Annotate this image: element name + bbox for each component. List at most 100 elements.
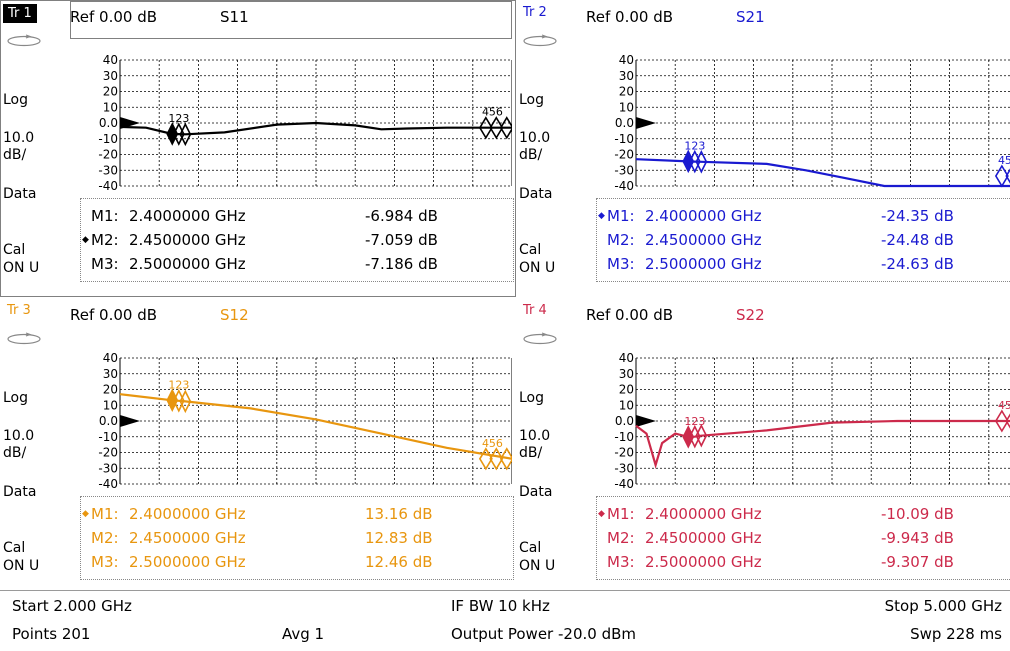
- y-tick-label: 40: [103, 351, 118, 365]
- averaging-count[interactable]: Avg 1: [282, 625, 325, 643]
- trace-sidebar: Tr 2 Log 10.0 dB/ Data Cal ON U: [516, 0, 582, 292]
- active-marker-icon: ◆: [82, 509, 89, 519]
- marker-symbol: [695, 423, 708, 448]
- marker-row[interactable]: ◆ M1: 2.4000000 GHz 13.16 dB: [81, 503, 513, 525]
- y-tick-label: 30: [619, 367, 634, 381]
- trace-plot[interactable]: 40 30 20 10 0.0 -10 -20 -30 -40 123 45: [582, 46, 1010, 196]
- marker-symbol: [478, 447, 493, 471]
- reference-level[interactable]: Ref 0.00 dB: [70, 306, 158, 324]
- s-parameter[interactable]: S21: [736, 8, 765, 26]
- trace-panel-tr3[interactable]: Tr 3 Log 10.0 dB/ Data Cal ON U Ref 0.00…: [0, 298, 516, 590]
- y-tick-label: 20: [619, 383, 634, 397]
- active-marker-icon: ◆: [598, 211, 605, 221]
- trace-label[interactable]: Tr 3: [7, 303, 31, 318]
- reference-level[interactable]: Ref 0.00 dB: [70, 8, 158, 26]
- trace-label[interactable]: Tr 1: [3, 4, 37, 23]
- marker-value: -24.63 dB: [881, 255, 954, 273]
- marker-value: -10.09 dB: [881, 505, 954, 523]
- marker-row[interactable]: M2: 2.4500000 GHz -9.943 dB: [597, 527, 1010, 549]
- data-mode-label[interactable]: Data: [519, 186, 553, 202]
- data-mode-label[interactable]: Data: [3, 484, 37, 500]
- y-tick-label: -40: [614, 477, 634, 491]
- marker-row[interactable]: ◆ M1: 2.4000000 GHz -10.09 dB: [597, 503, 1010, 525]
- stop-frequency[interactable]: Stop 5.000 GHz: [884, 597, 1002, 615]
- cal-label[interactable]: Cal: [519, 540, 542, 556]
- marker-row[interactable]: M3: 2.5000000 GHz -7.186 dB: [81, 253, 513, 275]
- y-tick-label: 10: [103, 100, 118, 114]
- y-tick-label: 30: [619, 69, 634, 83]
- sweep-time[interactable]: Swp 228 ms: [910, 625, 1002, 643]
- marker-value: -7.059 dB: [365, 231, 438, 249]
- marker-row[interactable]: M1: 2.4000000 GHz -6.984 dB: [81, 205, 513, 227]
- trace-label[interactable]: Tr 4: [523, 303, 547, 318]
- scale-value[interactable]: 10.0: [519, 130, 551, 146]
- scale-value[interactable]: 10.0: [3, 428, 35, 444]
- scale-value[interactable]: 10.0: [3, 130, 35, 146]
- y-tick-label: 20: [103, 85, 118, 99]
- format-label[interactable]: Log: [3, 390, 29, 406]
- y-tick-label: 0.0: [99, 116, 118, 130]
- marker-table: M1: 2.4000000 GHz -6.984 dB ◆ M2: 2.4500000 G…: [80, 198, 514, 282]
- format-label[interactable]: Log: [3, 92, 29, 108]
- marker-symbol: [499, 116, 514, 140]
- marker-value: -9.307 dB: [881, 553, 954, 571]
- cal-label[interactable]: Cal: [519, 242, 542, 258]
- trace-sidebar: Tr 1 Log 10.0 dB/ Data Cal ON U: [0, 0, 66, 292]
- marker-value: -9.943 dB: [881, 529, 954, 547]
- reference-level[interactable]: Ref 0.00 dB: [586, 8, 674, 26]
- format-label[interactable]: Log: [519, 92, 545, 108]
- s-parameter[interactable]: S11: [220, 8, 249, 26]
- marker-row[interactable]: M3: 2.5000000 GHz -24.63 dB: [597, 253, 1010, 275]
- marker-name: M1:: [607, 207, 635, 225]
- trace-sidebar: Tr 3 Log 10.0 dB/ Data Cal ON U: [0, 298, 66, 590]
- format-label[interactable]: Log: [519, 390, 545, 406]
- trace-panel-tr2[interactable]: Tr 2 Log 10.0 dB/ Data Cal ON U Ref 0.00…: [516, 0, 1010, 292]
- active-marker-icon: ◆: [598, 509, 605, 519]
- data-mode-label[interactable]: Data: [3, 186, 37, 202]
- active-marker-icon: ◆: [82, 235, 89, 245]
- marker-row[interactable]: M2: 2.4500000 GHz 12.83 dB: [81, 527, 513, 549]
- trace-panel-tr4[interactable]: Tr 4 Log 10.0 dB/ Data Cal ON U Ref 0.00…: [516, 298, 1010, 590]
- scale-value[interactable]: 10.0: [519, 428, 551, 444]
- marker-frequency: 2.5000000 GHz: [645, 553, 762, 571]
- y-tick-label: 0.0: [99, 414, 118, 428]
- if-bandwidth[interactable]: IF BW 10 kHz: [451, 597, 550, 615]
- marker-row[interactable]: ◆ M2: 2.4500000 GHz -7.059 dB: [81, 229, 513, 251]
- points-count[interactable]: Points 201: [12, 625, 91, 643]
- marker-symbol: [179, 122, 192, 147]
- marker-name: M3:: [607, 553, 635, 571]
- marker-row[interactable]: M3: 2.5000000 GHz 12.46 dB: [81, 551, 513, 573]
- trace-plot[interactable]: 40 30 20 10 0.0 -10 -20 -30 -40 123 456: [66, 46, 514, 196]
- s-parameter[interactable]: S22: [736, 306, 765, 324]
- marker-number-label: 45: [998, 399, 1010, 412]
- s-parameter[interactable]: S12: [220, 306, 249, 324]
- y-tick-label: 0.0: [615, 414, 634, 428]
- trace-label[interactable]: Tr 2: [523, 5, 547, 20]
- start-frequency[interactable]: Start 2.000 GHz: [12, 597, 132, 615]
- output-power[interactable]: Output Power -20.0 dBm: [451, 625, 636, 643]
- cal-label[interactable]: Cal: [3, 242, 26, 258]
- marker-row[interactable]: M3: 2.5000000 GHz -9.307 dB: [597, 551, 1010, 573]
- y-tick-label: 40: [619, 351, 634, 365]
- scale-unit: dB/: [3, 147, 27, 163]
- data-mode-label[interactable]: Data: [519, 484, 553, 500]
- y-tick-label: -20: [614, 148, 634, 162]
- marker-table: ◆ M1: 2.4000000 GHz -10.09 dB M2: 2.4500000 G…: [596, 496, 1010, 580]
- y-tick-label: 30: [103, 367, 118, 381]
- marker-frequency: 2.4500000 GHz: [645, 231, 762, 249]
- trace-panel-tr1[interactable]: Tr 1 Log 10.0 dB/ Data Cal ON U Ref 0.00…: [0, 0, 516, 297]
- trace-plot[interactable]: 40 30 20 10 0.0 -10 -20 -30 -40 123 456: [66, 344, 514, 494]
- reference-level[interactable]: Ref 0.00 dB: [586, 306, 674, 324]
- trace-plot[interactable]: 40 30 20 10 0.0 -10 -20 -30 -40 123 45: [582, 344, 1010, 494]
- marker-name: M2:: [91, 529, 119, 547]
- marker-value: 12.83 dB: [365, 529, 433, 547]
- y-tick-label: -20: [98, 446, 118, 460]
- marker-row[interactable]: M2: 2.4500000 GHz -24.48 dB: [597, 229, 1010, 251]
- marker-frequency: 2.4500000 GHz: [129, 529, 246, 547]
- cal-status: ON U: [3, 558, 40, 574]
- cal-label[interactable]: Cal: [3, 540, 26, 556]
- marker-row[interactable]: ◆ M1: 2.4000000 GHz -24.35 dB: [597, 205, 1010, 227]
- cal-status: ON U: [519, 558, 556, 574]
